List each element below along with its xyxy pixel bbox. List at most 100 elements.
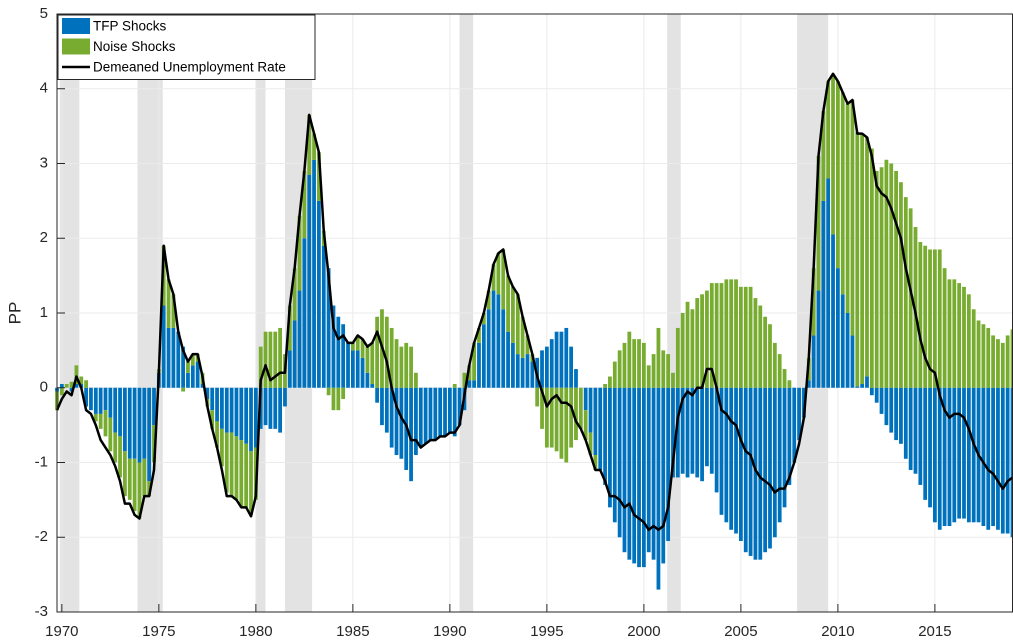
bar	[477, 327, 481, 343]
bar	[491, 290, 496, 388]
bar	[884, 159, 889, 388]
bar	[205, 387, 210, 399]
bar	[365, 346, 370, 373]
bar	[957, 283, 962, 388]
bar	[273, 331, 278, 388]
bar	[569, 387, 574, 448]
bar	[981, 387, 986, 527]
bar	[608, 387, 612, 508]
bar	[312, 133, 316, 160]
bar	[244, 443, 249, 508]
y-tick-label: -3	[35, 603, 48, 620]
bar	[656, 327, 661, 388]
bar	[641, 342, 646, 388]
bar	[903, 387, 908, 459]
bar	[287, 305, 292, 351]
bar	[186, 361, 190, 373]
bar	[768, 324, 772, 388]
bar	[341, 324, 346, 388]
bar	[627, 387, 632, 560]
x-tick-label: 1985	[336, 623, 369, 640]
bar	[258, 346, 263, 388]
bar	[705, 387, 709, 467]
bar	[899, 387, 903, 444]
bar	[564, 387, 569, 463]
bar	[249, 387, 253, 452]
bar	[268, 387, 273, 429]
bar	[414, 372, 418, 388]
bar	[331, 387, 336, 411]
bar	[874, 387, 879, 403]
bar	[292, 320, 297, 388]
bar	[418, 387, 423, 448]
bar	[472, 342, 477, 381]
bar	[976, 320, 981, 388]
bar	[544, 346, 549, 388]
bar	[933, 387, 937, 523]
bar	[894, 170, 898, 388]
bar	[918, 241, 923, 388]
bar	[777, 387, 782, 523]
bar	[826, 178, 831, 388]
bar	[491, 264, 496, 291]
bar	[433, 387, 438, 441]
bar	[166, 279, 171, 328]
y-tick-label: 5	[40, 5, 48, 22]
bar	[908, 387, 913, 470]
bar	[239, 387, 244, 441]
bar	[738, 286, 743, 388]
bar	[181, 387, 185, 392]
y-tick-label: 3	[40, 154, 48, 171]
bar	[302, 238, 307, 388]
bar	[835, 268, 840, 388]
bar	[540, 350, 544, 388]
bar	[89, 387, 93, 411]
bar	[637, 339, 641, 388]
bar	[195, 361, 200, 388]
y-tick-label: -1	[35, 453, 48, 470]
x-tick-label: 2005	[724, 623, 757, 640]
bar	[118, 387, 122, 437]
bar	[409, 387, 413, 482]
bar	[98, 387, 103, 414]
bar	[685, 387, 690, 478]
bar	[462, 372, 467, 388]
bar	[598, 387, 603, 470]
bar	[234, 387, 239, 437]
legend-label: TFP Shocks	[93, 19, 167, 34]
bar	[384, 316, 389, 388]
bar	[753, 387, 758, 560]
legend-swatch	[62, 38, 90, 55]
bar	[811, 335, 816, 388]
bar	[123, 451, 127, 497]
bar	[263, 387, 268, 426]
bar	[477, 342, 481, 388]
bar	[617, 350, 622, 388]
bar	[486, 290, 491, 310]
bar	[821, 111, 826, 201]
bar	[520, 357, 525, 388]
bar	[947, 387, 952, 527]
bar	[161, 305, 166, 388]
bar	[515, 294, 520, 355]
bar	[481, 313, 486, 325]
bar	[632, 387, 637, 564]
bar	[962, 286, 966, 388]
bar	[869, 387, 874, 396]
bar	[879, 387, 884, 414]
bar	[511, 286, 515, 343]
bar	[840, 92, 845, 295]
bar	[113, 387, 118, 433]
bar	[957, 387, 962, 519]
bar	[283, 387, 287, 407]
bar	[593, 455, 598, 470]
bar	[152, 387, 156, 426]
bar	[918, 387, 923, 485]
bar	[171, 327, 176, 388]
bar	[942, 268, 947, 388]
bar	[806, 380, 811, 388]
bar	[380, 387, 384, 426]
bar	[966, 294, 971, 388]
legend: TFP Shocks Noise Shocks Demeaned Unemploym…	[57, 14, 316, 80]
bar	[321, 245, 326, 388]
